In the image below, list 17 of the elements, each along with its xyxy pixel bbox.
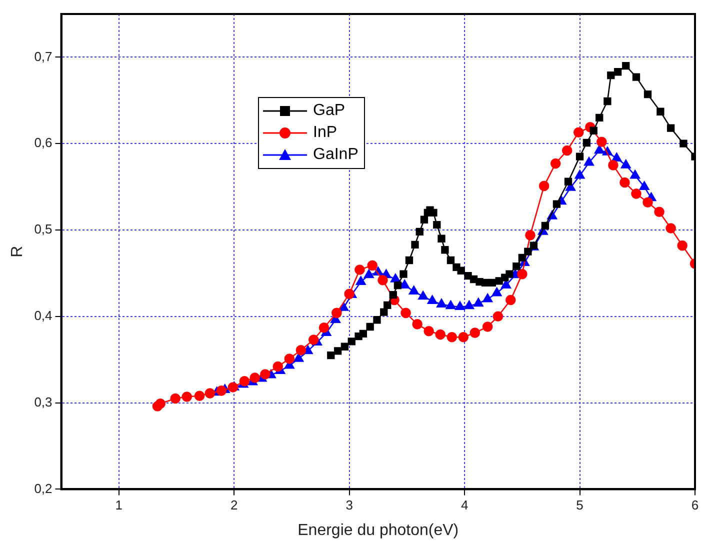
x-tick-label: 4 [460, 498, 468, 513]
x-axis-title: Energie du photon(eV) [298, 522, 459, 539]
y-tick-label: 0,6 [34, 135, 52, 150]
y-tick-label: 0,3 [34, 394, 52, 410]
x-tick-label: 1 [115, 498, 122, 513]
y-tick-label: 0,7 [34, 48, 52, 64]
legend-label: GaInP [313, 145, 358, 165]
x-tick-label: 2 [230, 498, 238, 513]
y-tick-label: 0,2 [34, 480, 52, 496]
x-tick-label: 6 [691, 498, 699, 513]
y-axis-title: R [9, 246, 26, 258]
legend-label: InP [313, 123, 338, 143]
y-tick-label: 0,5 [34, 222, 52, 237]
x-tick-label: 3 [346, 498, 353, 513]
legend-label: GaP [313, 101, 346, 121]
x-tick-label: 5 [576, 498, 584, 513]
y-tick-label: 0,4 [34, 308, 52, 323]
